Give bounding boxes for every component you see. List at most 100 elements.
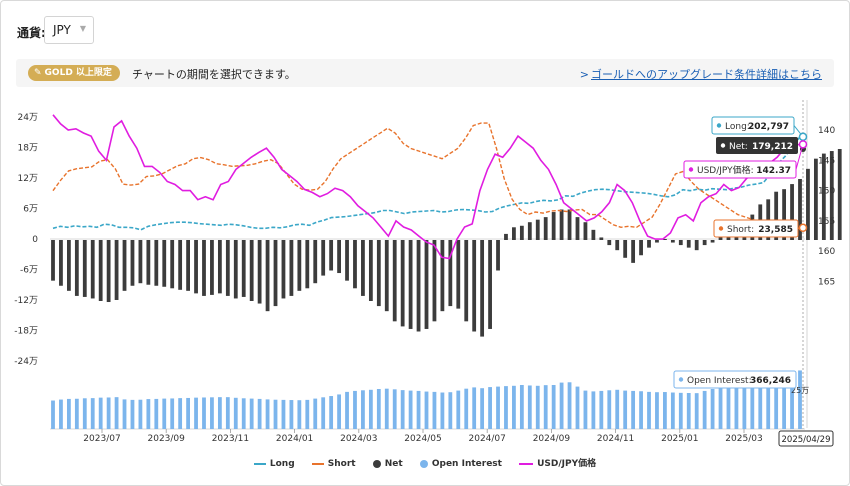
short-line (52, 122, 801, 230)
net-bar (98, 240, 103, 301)
net-bar (337, 240, 341, 274)
open-interest-bar (488, 387, 492, 429)
open-interest-bar (122, 399, 127, 429)
net-bar (361, 240, 365, 296)
net-bar (670, 240, 675, 243)
net-bar (281, 240, 286, 299)
x-tick-label: 2024/03 (340, 434, 377, 444)
net-bar (599, 237, 604, 240)
net-bar (480, 240, 485, 337)
net-bar (186, 240, 190, 291)
net-bar (178, 240, 183, 290)
legend-long[interactable]: Long (253, 459, 295, 469)
open-interest-bars (51, 370, 802, 429)
net-bar (710, 240, 715, 243)
net-bar (623, 240, 628, 258)
tag-icon: ✎ (34, 68, 42, 78)
x-tick-label: 2025/01 (661, 434, 698, 444)
y-left-tick-label: 12万 (18, 174, 38, 184)
net-bar (512, 227, 516, 240)
tooltip-price-dot (688, 167, 694, 172)
net-bar (90, 240, 95, 299)
open-interest-bar (575, 386, 580, 429)
open-interest-bar (670, 392, 675, 429)
tooltip-net-box (716, 137, 798, 154)
legend-net[interactable]: Net (372, 459, 403, 469)
open-interest-bar (90, 398, 95, 429)
open-interest-bar (154, 398, 159, 429)
net-bar (305, 240, 310, 289)
open-interest-bar (543, 385, 548, 429)
net-bar (130, 240, 135, 286)
net-bar (162, 240, 167, 287)
y-right-tick-label: 150 (818, 187, 835, 197)
net-bar (353, 240, 357, 289)
open-interest-bar (114, 397, 119, 429)
x-tick-label: 2023/09 (148, 434, 186, 444)
open-interest-bar (186, 397, 190, 429)
net-bar (694, 240, 699, 251)
open-interest-bar (686, 393, 691, 429)
net-bar (392, 240, 397, 322)
open-interest-bar (464, 388, 469, 429)
open-interest-bar (559, 382, 564, 429)
net-bar (257, 240, 262, 304)
open-interest-bar (273, 399, 278, 429)
open-interest-bar (480, 388, 485, 429)
net-bar (384, 240, 389, 312)
tooltip-short-value: 23,585 (758, 225, 793, 235)
open-interest-bar (798, 370, 802, 429)
open-interest-bar (178, 398, 183, 429)
x-tick-label: 2024/01 (276, 434, 313, 444)
net-bar (297, 240, 302, 291)
open-interest-bar (146, 399, 151, 429)
legend-short[interactable]: Short (311, 459, 356, 469)
tooltip-oi-label: Open Interest: (687, 376, 752, 386)
net-bar (265, 240, 270, 312)
open-interest-bar (535, 385, 540, 429)
net-bar (472, 240, 477, 332)
tooltip-oi-dot (678, 377, 684, 382)
open-interest-bar (321, 397, 326, 429)
net-bar (718, 237, 723, 240)
currency-select[interactable]: JPY ▼ (44, 16, 94, 44)
net-bar (194, 240, 198, 294)
upgrade-banner: ✎ GOLD 以上限定 チャートの期間を選択できます。 > ゴールドへのアップグレー… (16, 59, 834, 87)
net-bar (321, 240, 326, 276)
net-bar (543, 217, 548, 240)
net-bar (686, 240, 691, 248)
net-bar (583, 222, 588, 240)
net-bar (519, 225, 524, 240)
net-bar (464, 240, 469, 322)
y-right-tick-label: 165 (818, 278, 835, 288)
open-interest-bar (750, 378, 755, 429)
long-swatch (253, 462, 266, 465)
x-tick-label: 2023/07 (83, 434, 120, 444)
open-interest-bar (702, 390, 707, 429)
legend-open-interest[interactable]: Open Interest (419, 459, 502, 469)
upgrade-link[interactable]: > ゴールドへのアップグレード条件詳細はこちら (580, 66, 822, 82)
open-interest-bar (138, 399, 143, 429)
open-interest-bar (432, 391, 437, 429)
net-bar (59, 240, 63, 286)
open-interest-bar (408, 390, 413, 429)
open-interest-bar (567, 382, 572, 429)
open-interest-bar (51, 400, 55, 429)
y-right-tick-label: 140 (818, 126, 835, 136)
net-bar (376, 240, 381, 307)
tooltip-short-label: Short: (727, 225, 754, 235)
net-bar (631, 240, 636, 263)
open-interest-bar (774, 373, 779, 429)
net-bar (440, 240, 445, 312)
legend-usd-jpy[interactable]: USD/JPY価格 (519, 456, 596, 469)
net-bar (329, 240, 334, 271)
net-bar (504, 233, 508, 240)
net-bar (202, 240, 206, 296)
net-bar (496, 240, 500, 271)
open-interest-bar (448, 392, 453, 429)
net-bar (535, 219, 540, 240)
open-interest-bar (210, 397, 214, 429)
tooltip-net-label: Net: (729, 142, 748, 152)
net-bar (448, 240, 453, 307)
open-interest-bar (710, 389, 715, 429)
